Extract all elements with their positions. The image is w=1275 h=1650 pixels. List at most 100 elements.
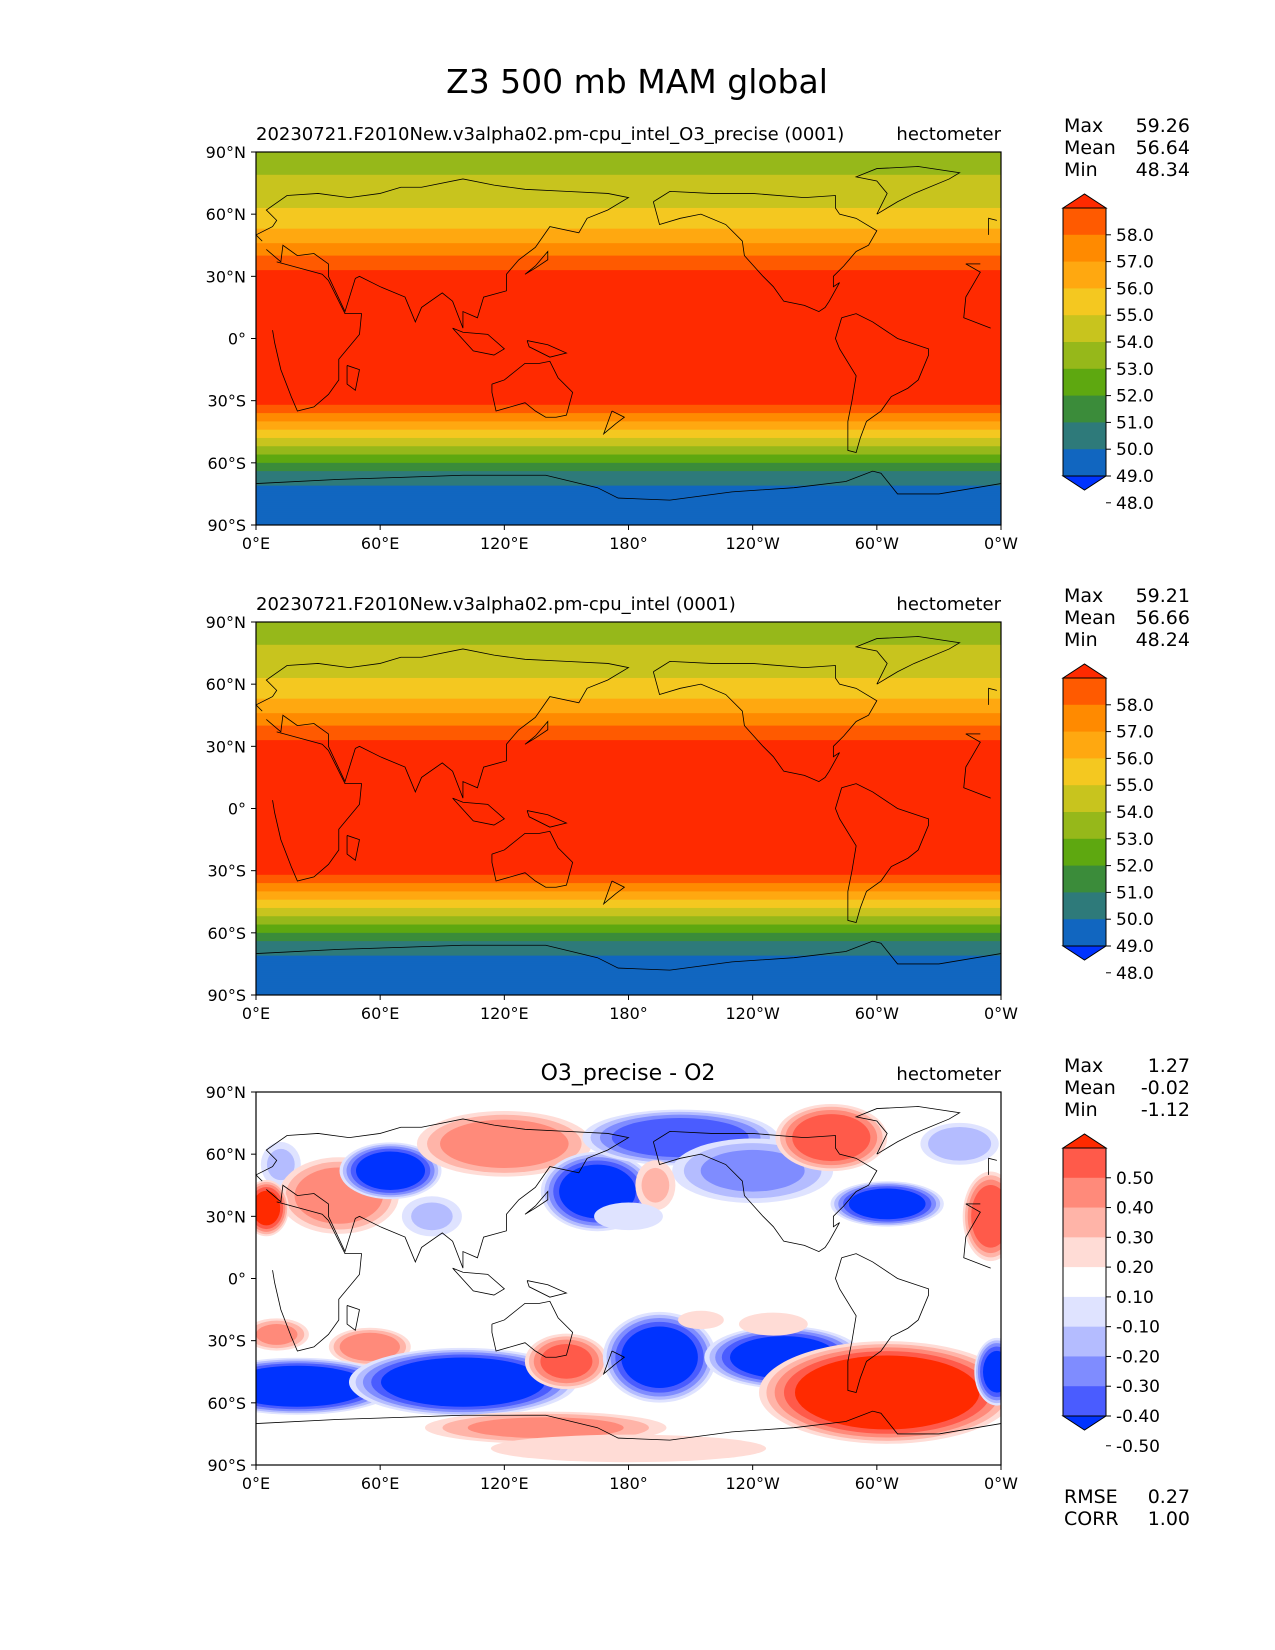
colorbar-swatch (1063, 1296, 1106, 1328)
stat-value: 48.24 (1136, 629, 1190, 651)
anomaly-5 (440, 1119, 569, 1168)
stat-label: Max (1064, 1055, 1103, 1077)
panel-1: 20230721.F2010New.v3alpha02.pm-cpu_intel… (206, 115, 1190, 553)
anomaly-8 (700, 1149, 805, 1192)
y-tick-label: 60°N (206, 1145, 246, 1164)
y-tick-label: 90°N (206, 143, 246, 162)
colorbar-swatch (1063, 812, 1106, 840)
colorbar-extend-top (1061, 193, 1108, 209)
colorbar-tick-label: 51.0 (1116, 883, 1154, 903)
coastline-11 (524, 720, 549, 745)
x-tick-label: 0°E (242, 534, 270, 553)
coastline-3 (835, 1253, 929, 1393)
y-tick-label: 60°S (207, 1394, 246, 1413)
y-tick-label: 90°S (207, 1456, 246, 1475)
colorbar-swatch (1063, 1148, 1106, 1179)
x-tick-label: 60°W (855, 1004, 899, 1023)
y-tick-label: 60°N (206, 205, 246, 224)
coastline-11 (524, 250, 549, 275)
stat-value: -1.12 (1141, 1099, 1190, 1121)
y-tick-label: 30°S (207, 1332, 246, 1351)
anomaly-19 (621, 1326, 698, 1388)
colorbar-tick-label: 51.0 (1116, 413, 1154, 433)
x-tick-label: 60°E (361, 1004, 399, 1023)
colorbar-tick-label: 54.0 (1116, 333, 1154, 353)
colorbar-tick-label: 57.0 (1116, 723, 1154, 743)
colorbar-tick-label: 0.10 (1116, 1288, 1154, 1308)
coastline-10 (346, 835, 360, 862)
x-tick-label: 60°E (361, 534, 399, 553)
colorbar-swatch (1063, 838, 1106, 867)
anomaly-4 (411, 1202, 453, 1231)
colorbar-tick-label: 55.0 (1116, 306, 1154, 326)
x-tick-label: 120°E (480, 1474, 529, 1493)
coastline-1 (256, 1118, 630, 1269)
colorbar-tick-label: -0.20 (1116, 1347, 1160, 1367)
y-tick-label: 30°S (207, 392, 246, 411)
colorbar-tick-label: 57.0 (1116, 253, 1154, 273)
colorbar-swatch (1063, 919, 1106, 947)
coastline-11 (524, 1190, 549, 1215)
coastline-9 (602, 410, 626, 436)
x-tick-label: 180° (609, 534, 648, 553)
coastline-0 (963, 263, 991, 329)
x-tick-label: 120°W (725, 1474, 780, 1493)
y-tick-label: 90°S (207, 516, 246, 535)
x-tick-label: 180° (609, 1474, 648, 1493)
colorbar-tick-label: 52.0 (1116, 387, 1154, 407)
stat-label: Mean (1064, 607, 1116, 629)
colorbar-tick-label: 0.20 (1116, 1258, 1154, 1278)
colorbar-tick-label: -0.50 (1116, 1437, 1160, 1457)
colorbar-tick-label: 50.0 (1116, 440, 1154, 460)
coastline-6 (854, 1106, 961, 1155)
coastline-5 (256, 470, 1001, 501)
stat-label: Mean (1064, 137, 1116, 159)
panel-title: O3_precise - O2 (541, 1061, 716, 1086)
stat-label: Max (1064, 585, 1103, 607)
y-tick-label: 0° (228, 800, 246, 819)
coastline-4 (491, 830, 574, 888)
colorbar-swatch (1063, 1356, 1106, 1387)
colorbar-swatch (1063, 234, 1106, 263)
y-tick-label: 30°N (206, 737, 246, 756)
coastline-4 (491, 360, 574, 418)
coastline-0 (272, 731, 362, 882)
panel-2: 20230721.F2010New.v3alpha02.pm-cpu_intel… (206, 585, 1190, 1023)
colorbar-swatch (1063, 1326, 1106, 1357)
stat-value: 56.64 (1136, 137, 1190, 159)
figure-title: Z3 500 mb MAM global (446, 62, 828, 101)
colorbar-tick-label: 52.0 (1116, 857, 1154, 877)
anomaly-14 (256, 1324, 298, 1345)
coastline-2 (652, 1130, 878, 1253)
anomaly-27 (983, 1350, 1001, 1393)
colorbar-tick-label: 53.0 (1116, 830, 1154, 850)
stat-value: 1.27 (1148, 1055, 1190, 1077)
colorbar-swatch (1063, 1386, 1106, 1417)
y-tick-label: 60°S (207, 454, 246, 473)
y-tick-label: 30°N (206, 1207, 246, 1226)
colorbar-tick-label: 56.0 (1116, 279, 1154, 299)
coastline-1 (256, 178, 630, 329)
coastline-1 (256, 648, 630, 799)
colorbar-swatch (1063, 1237, 1106, 1268)
colorbar-tick-label: 0.30 (1116, 1228, 1154, 1248)
coastline-7 (452, 1267, 506, 1296)
colorbar-swatch (1063, 678, 1106, 706)
colorbar-swatch (1063, 1267, 1106, 1298)
stat-label: Max (1064, 115, 1103, 137)
x-tick-label: 60°W (855, 1474, 899, 1493)
anomaly-16 (256, 1365, 370, 1407)
anomaly-11 (848, 1188, 926, 1220)
colorbar-extend-top (1061, 663, 1108, 679)
colorbar-swatch (1063, 1207, 1106, 1238)
coastline-8 (526, 810, 568, 828)
units-label: hectometer (896, 594, 1001, 615)
y-tick-label: 30°S (207, 862, 246, 881)
y-tick-label: 30°N (206, 267, 246, 286)
anomaly-3 (355, 1151, 426, 1190)
stat-value: 1.00 (1148, 1508, 1190, 1530)
colorbar-tick-label: 56.0 (1116, 749, 1154, 769)
colorbar: 58.0 57.0 56.0 55.0 54.0 53.0 52.0 51.0 50.0 49.0… (1061, 663, 1154, 984)
x-tick-label: 120°W (725, 534, 780, 553)
